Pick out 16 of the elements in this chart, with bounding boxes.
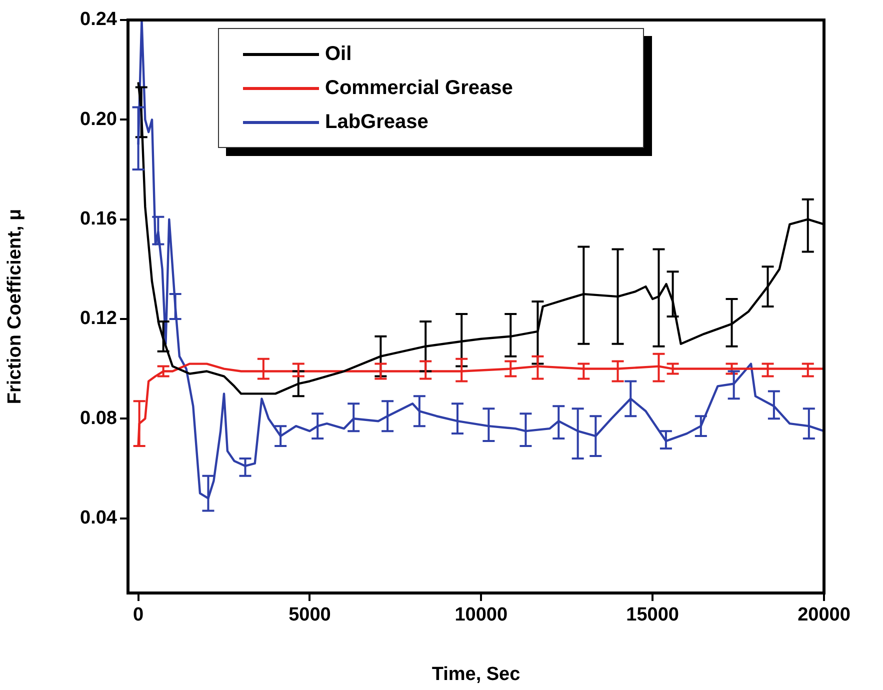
y-tick-label: 0.16 <box>80 208 117 230</box>
x-tick-label: 10000 <box>454 604 508 626</box>
x-tick-label: 20000 <box>798 604 850 626</box>
y-tick-label: 0.04 <box>80 507 118 528</box>
x-tick-label: 15000 <box>626 604 679 626</box>
x-tick-label: 5000 <box>288 604 331 626</box>
y-tick-label: 0.24 <box>80 9 118 30</box>
legend-label: LabGrease <box>325 110 428 134</box>
y-tick-label: 0.08 <box>80 408 117 429</box>
y-axis-title: Friction Coefficient, μ <box>4 208 26 404</box>
y-tick-label: 0.20 <box>80 108 117 130</box>
legend-label: Commercial Grease <box>325 76 513 100</box>
y-tick-label: 0.12 <box>80 308 117 330</box>
x-axis-title: Time, Sec <box>432 664 521 685</box>
x-tick-label: 0 <box>132 604 144 626</box>
legend-label: Oil <box>325 42 352 66</box>
